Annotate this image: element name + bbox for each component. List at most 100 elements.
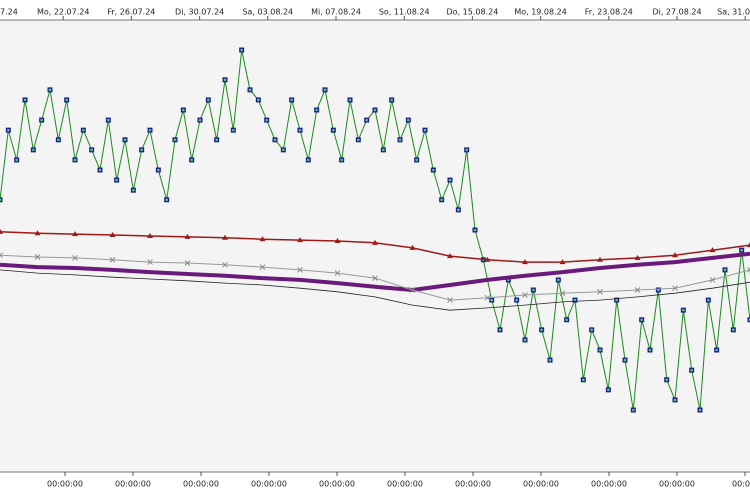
- data-point: [484, 294, 491, 301]
- data-point-center: [623, 358, 627, 362]
- data-point-center: [648, 348, 652, 352]
- data-point-center: [373, 108, 377, 112]
- data-point-center: [473, 228, 477, 232]
- data-point-center: [573, 298, 577, 302]
- plot-area: [0, 20, 750, 472]
- data-point-center: [457, 208, 460, 212]
- data-point-center: [223, 78, 227, 82]
- data-point: [222, 261, 228, 268]
- data-point-center: [523, 338, 527, 342]
- data-point-center: [740, 248, 743, 252]
- data-point-center: [390, 98, 393, 102]
- data-point-center: [7, 128, 10, 132]
- data-point-center: [540, 328, 543, 332]
- data-point: [634, 254, 641, 260]
- data-point: [297, 237, 303, 243]
- data-point: [709, 277, 716, 283]
- data-point: [372, 275, 378, 281]
- data-point: [109, 232, 116, 238]
- data-point: [72, 231, 78, 237]
- data-point: [72, 255, 78, 261]
- data-point-center: [365, 118, 368, 122]
- data-point-center: [398, 138, 402, 142]
- data-point-center: [290, 98, 293, 102]
- data-point-center: [632, 408, 635, 412]
- data-point-center: [640, 318, 643, 322]
- data-point-center: [465, 148, 468, 152]
- data-point-center: [107, 118, 110, 122]
- data-point-center: [140, 148, 143, 152]
- data-point-center: [40, 118, 43, 122]
- data-point: [634, 287, 641, 293]
- data-point-center: [357, 138, 360, 142]
- bottom-axis-label: 00:00:00: [591, 480, 627, 489]
- data-point: [334, 270, 341, 276]
- data-point-center: [498, 328, 502, 332]
- data-point-center: [432, 168, 435, 172]
- data-point: [222, 234, 228, 240]
- data-point-center: [98, 168, 102, 172]
- data-point-center: [215, 138, 218, 142]
- data-point-center: [23, 98, 27, 102]
- data-point: [0, 252, 3, 259]
- data-point: [709, 247, 716, 253]
- data-point-center: [698, 408, 702, 412]
- data-point-center: [590, 328, 593, 332]
- top-axis-label: Fr, 26.07.24: [107, 8, 155, 17]
- data-point: [34, 230, 41, 236]
- bottom-axis-label: 00:00:00: [183, 480, 219, 489]
- data-point-center: [582, 378, 585, 382]
- data-point: [484, 256, 491, 262]
- data-point-center: [82, 128, 85, 132]
- data-point: [109, 256, 116, 263]
- data-point: [372, 239, 378, 245]
- data-point: [259, 264, 266, 270]
- data-point: [259, 236, 266, 242]
- data-point-center: [673, 398, 677, 402]
- data-point-center: [207, 98, 210, 102]
- data-point-center: [407, 118, 410, 122]
- bottom-axis-label: 00:00:00: [455, 480, 491, 489]
- data-point-center: [173, 138, 177, 142]
- data-point: [747, 267, 750, 273]
- data-point-center: [132, 188, 135, 192]
- data-point-center: [190, 158, 193, 162]
- bottom-axis-label: 00:0: [732, 480, 750, 489]
- data-point-center: [440, 198, 443, 202]
- data-point-center: [15, 158, 18, 162]
- data-point-center: [182, 108, 185, 112]
- data-point-center: [257, 98, 260, 102]
- data-point-center: [557, 278, 560, 282]
- bottom-axis-label: 00:00:00: [115, 480, 151, 489]
- data-point-center: [0, 198, 2, 202]
- bottom-axis-label: 00:00:00: [387, 480, 423, 489]
- data-point-center: [723, 268, 727, 272]
- data-point-center: [307, 158, 310, 162]
- data-point-center: [548, 358, 552, 362]
- top-axis-label: Mo, 22.07.24: [37, 8, 90, 17]
- bottom-axis-label: 00:00:00: [319, 480, 355, 489]
- data-point-center: [382, 148, 385, 152]
- top-axis-label: Sa, 31.0: [717, 8, 750, 17]
- data-point: [297, 267, 303, 273]
- series-line: [0, 269, 750, 311]
- data-point-center: [332, 128, 335, 132]
- data-point-center: [448, 178, 452, 182]
- data-point-center: [123, 138, 127, 142]
- data-point-center: [707, 298, 710, 302]
- data-point-center: [57, 138, 60, 142]
- data-point-center: [157, 168, 160, 172]
- data-point-center: [682, 308, 685, 312]
- data-point-center: [415, 158, 418, 162]
- series-line: [0, 251, 750, 292]
- top-axis-label: So, 11.08.24: [379, 8, 430, 17]
- data-point: [334, 238, 341, 243]
- bottom-axis-label: 00:00:00: [251, 480, 287, 489]
- data-point: [409, 287, 416, 293]
- data-point-center: [615, 298, 618, 302]
- data-point: [597, 288, 603, 295]
- data-point: [0, 228, 3, 234]
- data-point: [672, 285, 678, 292]
- data-point-center: [48, 88, 52, 92]
- data-point-center: [715, 348, 718, 352]
